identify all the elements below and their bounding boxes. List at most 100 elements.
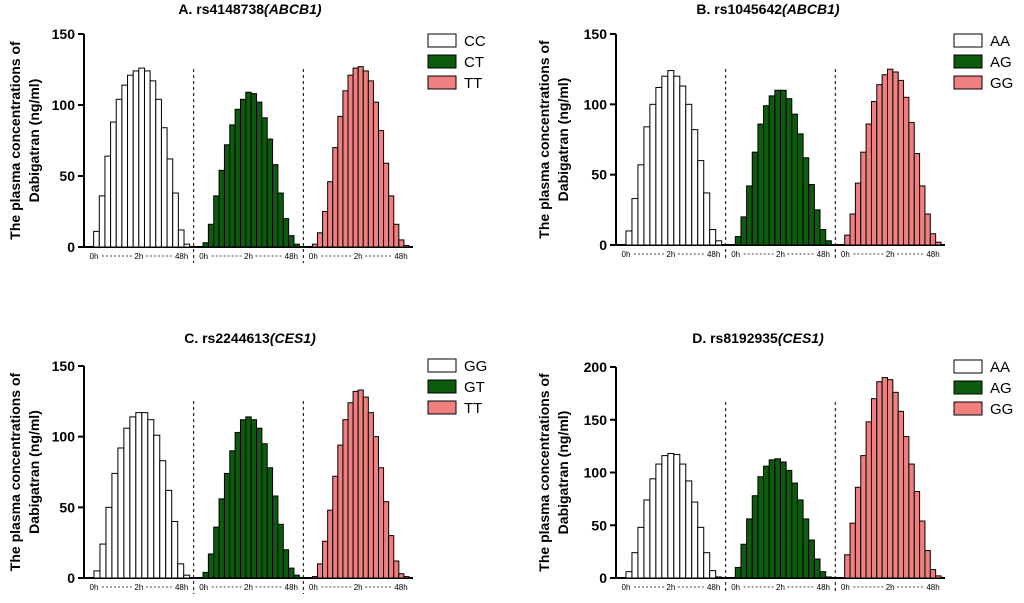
bar-gg (876, 381, 883, 579)
bar-gg (129, 416, 137, 579)
chart-title-prefix: C. rs2244613 (184, 330, 270, 346)
bar-tt (317, 232, 324, 248)
bar-aa (667, 453, 675, 579)
x-tick-label: 0h (622, 250, 631, 259)
bar-aa (703, 192, 711, 246)
bar-gg (93, 570, 101, 579)
bar-tt (317, 563, 324, 579)
y-tick-label: 150 (52, 26, 76, 42)
chart-title-gene: (ABCB1) (264, 1, 322, 17)
legend-swatch-gg (427, 358, 457, 373)
x-tick-label: 0h (731, 250, 740, 259)
bar-gt (218, 498, 225, 579)
bar-ct (223, 144, 231, 248)
chart-panel-a: A. rs4148738(ABCB1) The plasma concentrat… (7, 1, 486, 263)
legend-label: CT (464, 54, 484, 71)
bar-aa (655, 463, 663, 579)
x-tick-label: 2h (886, 583, 895, 592)
bar-tt (393, 560, 400, 579)
bar-ct (213, 195, 220, 248)
y-axis-label-line2: Dabigatran (ng/ml) (26, 410, 42, 534)
bar-ag (768, 459, 776, 579)
bar-aa (631, 552, 639, 579)
y-axis-label-line2: Dabigatran (ng/ml) (555, 78, 571, 202)
bar-ag (757, 476, 765, 579)
bar-cc (127, 74, 134, 248)
x-tick-label: 0h (309, 252, 318, 261)
x-tick-label: 48h (394, 252, 407, 261)
bar-cc (149, 80, 157, 248)
chart-panel-c: C. rs2244613(CES1) The plasma concentrati… (7, 330, 487, 594)
x-tick-label: 0h (199, 252, 208, 261)
legend-label: TT (464, 75, 482, 92)
bar-gg (897, 79, 905, 246)
bar-ag (819, 571, 827, 579)
bar-gg (935, 241, 942, 246)
y-axis-label: The plasma concentrations of Dabigatran (… (7, 41, 42, 240)
y-axis-label: The plasma concentrations of Dabigatran (… (536, 40, 571, 239)
bar-cc (104, 155, 112, 248)
bar-ag (768, 95, 776, 246)
chart-title-gene: (ABCB1) (782, 1, 840, 17)
bar-ct (261, 117, 268, 248)
bar-cc (98, 195, 106, 248)
bar-ag (791, 482, 798, 579)
legend-swatch-aa (953, 359, 983, 374)
bar-ag (808, 539, 815, 579)
legend-swatch-tt (427, 400, 457, 415)
bar-ct (250, 93, 258, 248)
bar-gg (908, 122, 915, 246)
bar-aa (661, 455, 669, 579)
bar-gg (171, 520, 179, 579)
legend-swatch-cc (427, 33, 457, 48)
bar-ag (751, 151, 759, 246)
legend-swatch-aa (953, 33, 983, 48)
legend-swatch-gg (953, 75, 983, 90)
y-tick-label: 150 (584, 412, 608, 428)
bar-tt (403, 576, 410, 579)
legend-swatch-gg (953, 401, 983, 416)
x-tick-label: 48h (175, 583, 188, 592)
bar-gg (929, 233, 937, 246)
bar-tt (332, 147, 339, 248)
x-tick-label: 2h (354, 583, 363, 592)
x-tick-label: 2h (666, 583, 675, 592)
bar-gg (865, 421, 872, 579)
bar-tt (362, 70, 369, 248)
chart-panel-d: D. rs8192935(CES1) The plasma concentrati… (536, 330, 1013, 594)
bar-gt (234, 431, 241, 579)
x-tick-label: 48h (285, 583, 298, 592)
bar-cc (132, 70, 140, 248)
bar-ct (272, 164, 279, 248)
chart-title: A. rs4148738(ABCB1) (178, 1, 322, 17)
bar-aa (703, 552, 711, 579)
bar-aa (715, 240, 723, 246)
bar-tt (362, 396, 369, 579)
bar-tt (347, 74, 354, 248)
bar-gg (870, 101, 878, 246)
bar-tt (337, 115, 344, 248)
legend-label: AA (990, 359, 1010, 376)
x-tick-label: 48h (817, 583, 830, 592)
x-tick-label: 48h (707, 583, 720, 592)
bar-tt (383, 501, 390, 579)
bar-gg (147, 419, 155, 579)
bar-gg (908, 463, 915, 579)
bar-tt (388, 535, 395, 579)
x-tick-label: 2h (776, 583, 785, 592)
y-tick-label: 200 (584, 359, 608, 375)
bar-gt (272, 495, 279, 579)
bar-ag (751, 495, 759, 579)
bar-gg (105, 506, 113, 579)
legend-label: AA (990, 33, 1010, 50)
bar-cc (172, 192, 179, 248)
bar-aa (631, 198, 639, 246)
y-axis-label: The plasma concentrations of Dabigatran (… (536, 373, 571, 572)
bar-gg (860, 151, 867, 246)
legend-swatch-tt (427, 75, 457, 90)
bar-ct (229, 124, 236, 248)
legend-label: GG (464, 358, 487, 375)
bar-tt (342, 90, 349, 248)
bar-ag (780, 89, 787, 246)
bar-cc (138, 67, 145, 248)
